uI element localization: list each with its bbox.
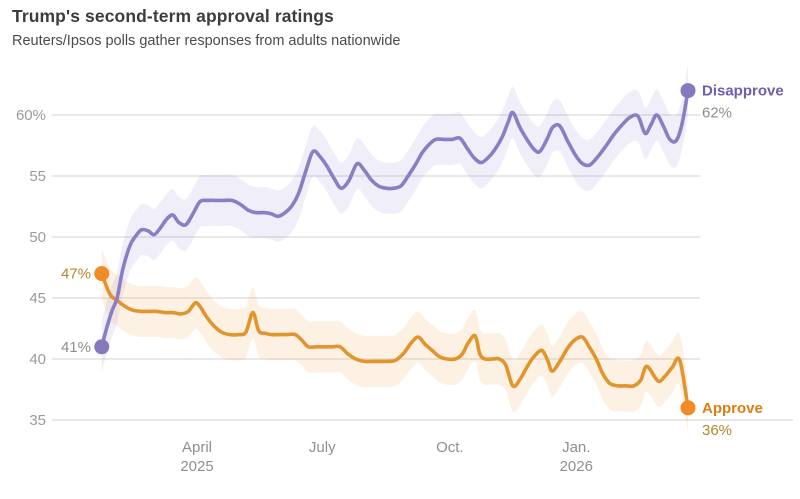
x-tick-label-april: April [182, 439, 212, 456]
disapprove-line [100, 88, 690, 349]
y-tick-label-50: 50 [29, 229, 46, 246]
approve-start-value: 47% [61, 266, 91, 283]
x-tick-label-july: July [309, 439, 336, 456]
x-tick-sublabel-2026: 2026 [560, 458, 593, 475]
y-tick-label-40: 40 [29, 351, 46, 368]
approve-end-value: 36% [702, 422, 732, 439]
disapprove-end-value: 62% [702, 105, 732, 122]
disapprove-label: Disapprove [702, 83, 784, 100]
y-tick-label-35: 35 [29, 412, 46, 429]
disapprove-start-dot [94, 339, 110, 355]
disapprove-confidence-band [101, 65, 689, 373]
disapprove-end-dot [680, 83, 696, 99]
x-tick-label-oct: Oct. [436, 439, 464, 456]
approve-start-dot [94, 266, 110, 282]
chart-subtitle: Reuters/Ipsos polls gather responses fro… [12, 33, 401, 49]
y-tick-label-55: 55 [29, 168, 46, 185]
chart-header: Trump's second-term approval ratings Reu… [12, 4, 400, 51]
approve-confidence-band [101, 248, 689, 434]
y-tick-label-60: 60% [16, 107, 46, 124]
approve-line [100, 271, 690, 410]
approve-label: Approve [702, 400, 763, 417]
approve-end-dot [680, 400, 696, 416]
disapprove-start-value: 41% [61, 339, 91, 356]
y-tick-label-45: 45 [29, 290, 46, 307]
x-tick-sublabel-2025: 2025 [180, 458, 213, 475]
x-tick-label-jan: Jan. [562, 439, 590, 456]
chart-title: Trump's second-term approval ratings [12, 6, 334, 26]
